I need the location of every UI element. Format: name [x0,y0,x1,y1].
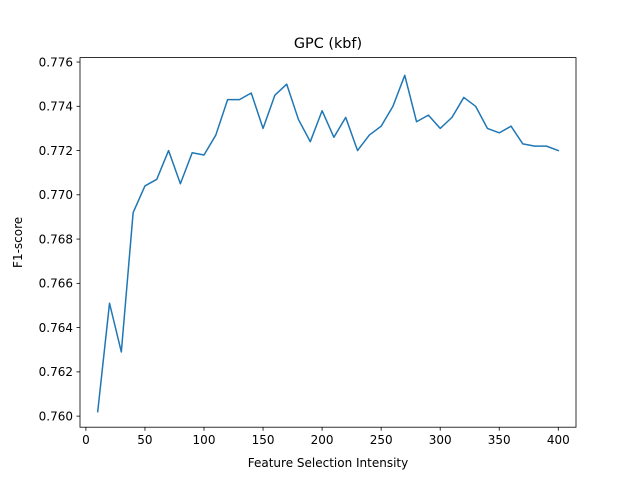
x-tick-label: 300 [429,433,452,447]
y-tick-label: 0.760 [39,409,73,423]
x-tick-label: 350 [488,433,511,447]
y-tick-label: 0.762 [39,365,73,379]
plot-frame [79,57,577,428]
x-tick-label: 0 [82,433,90,447]
x-axis-ticks: 0 50 100 150 200 250 300 350 400 [82,427,570,447]
series-layer [96,74,560,413]
y-tick-label: 0.772 [39,144,73,158]
x-axis-label: Feature Selection Intensity [248,456,409,470]
x-tick-label: 100 [193,433,216,447]
y-tick-label: 0.764 [39,321,73,335]
y-tick-label: 0.768 [39,232,73,246]
series-line [96,74,560,413]
y-axis-label: F1-score [11,217,25,268]
x-tick-label: 50 [137,433,152,447]
y-axis-ticks: 0.760 0.762 0.764 0.766 0.768 0.770 0.772 0.774… [39,55,80,423]
y-tick-label: 0.776 [39,55,73,69]
x-tick-label: 150 [252,433,275,447]
y-tick-label: 0.766 [39,277,73,291]
x-tick-label: 200 [311,433,334,447]
chart-title: GPC (kbf) [294,36,362,52]
y-tick-label: 0.770 [39,188,73,202]
y-tick-label: 0.774 [39,100,73,114]
x-tick-label: 400 [547,433,570,447]
x-tick-label: 250 [370,433,393,447]
